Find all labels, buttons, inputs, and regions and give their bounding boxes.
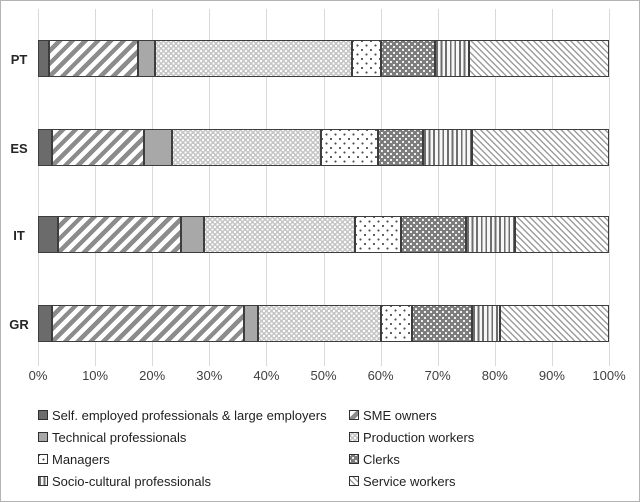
legend-label: Self. employed professionals & large emp… xyxy=(52,407,327,423)
bar-segment xyxy=(434,40,470,77)
x-axis-tick-label: 40% xyxy=(253,368,280,383)
bar-segment xyxy=(38,305,53,342)
bar-segment xyxy=(423,129,472,166)
bar-segment xyxy=(471,305,501,342)
gridline xyxy=(380,9,382,366)
legend-label: SME owners xyxy=(363,407,437,423)
gridline xyxy=(152,9,154,366)
legend-label: Technical professionals xyxy=(52,429,187,445)
bar-segment xyxy=(469,40,609,77)
plot-area xyxy=(38,9,610,366)
legend-item: Clerks xyxy=(349,451,400,467)
bar-segment xyxy=(380,40,435,77)
gridline xyxy=(38,9,39,366)
gridline xyxy=(494,9,496,366)
legend-swatch xyxy=(38,432,48,442)
legend-label: Managers xyxy=(52,451,110,467)
gridline xyxy=(266,9,268,366)
bar-segment xyxy=(155,40,353,77)
legend-item: Service workers xyxy=(349,473,456,489)
bar-segment xyxy=(466,216,515,253)
x-axis-tick-label: 30% xyxy=(196,368,223,383)
bar-segment xyxy=(203,216,355,253)
bar-segment xyxy=(400,216,467,253)
bar-segment xyxy=(411,305,472,342)
x-axis-tick-label: 90% xyxy=(538,368,565,383)
gridline xyxy=(323,9,325,366)
bar-segment xyxy=(172,129,321,166)
x-axis-tick-label: 50% xyxy=(310,368,337,383)
bar-row xyxy=(38,305,609,342)
legend-item: Production workers xyxy=(349,429,475,445)
bar-segment xyxy=(500,305,609,342)
legend-swatch xyxy=(38,454,48,464)
bar-segment xyxy=(180,216,204,253)
x-axis-tick-label: 20% xyxy=(139,368,166,383)
legend-swatch xyxy=(38,410,48,420)
bar-segment xyxy=(257,305,381,342)
bar-segment xyxy=(57,216,181,253)
legend-label: Socio-cultural professionals xyxy=(52,473,211,489)
bar-segment xyxy=(38,40,50,77)
bar-segment xyxy=(243,305,258,342)
gridline xyxy=(209,9,211,366)
bar-segment xyxy=(137,40,156,77)
gridline xyxy=(551,9,553,366)
category-label: PT xyxy=(10,51,28,67)
bar-segment xyxy=(352,40,381,77)
legend-swatch xyxy=(349,476,359,486)
category-label: ES xyxy=(10,140,28,156)
bar-row xyxy=(38,129,609,166)
legend-label: Service workers xyxy=(363,473,456,489)
x-axis-tick-label: 80% xyxy=(481,368,508,383)
category-label: GR xyxy=(9,316,29,332)
category-label: IT xyxy=(13,227,25,243)
x-axis-tick-label: 100% xyxy=(592,368,626,383)
bar-segment xyxy=(471,129,609,166)
bar-segment xyxy=(143,129,173,166)
legend-swatch xyxy=(349,454,359,464)
gridline xyxy=(437,9,439,366)
bar-row xyxy=(38,216,609,253)
legend-item: Socio-cultural professionals xyxy=(38,473,211,489)
gridline xyxy=(609,9,610,366)
bar-segment xyxy=(354,216,401,253)
x-axis-tick-label: 70% xyxy=(424,368,451,383)
bar-row xyxy=(38,40,609,77)
legend-item: Managers xyxy=(38,451,110,467)
bar-segment xyxy=(52,129,144,166)
bar-segment xyxy=(38,216,58,253)
bar-segment xyxy=(52,305,244,342)
gridline xyxy=(95,9,97,366)
bar-segment xyxy=(38,129,53,166)
legend-item: Self. employed professionals & large emp… xyxy=(38,407,327,423)
legend-label: Clerks xyxy=(363,451,400,467)
bar-segment xyxy=(320,129,378,166)
x-axis-tick-label: 10% xyxy=(82,368,109,383)
bar-segment xyxy=(380,305,412,342)
legend-label: Production workers xyxy=(363,429,475,445)
x-axis-tick-label: 0% xyxy=(28,368,48,383)
bar-segment xyxy=(49,40,138,77)
legend-swatch xyxy=(38,476,48,486)
legend-item: Technical professionals xyxy=(38,429,187,445)
legend-item: SME owners xyxy=(349,407,437,423)
bar-segment xyxy=(514,216,609,253)
bar-segment xyxy=(377,129,424,166)
legend-swatch xyxy=(349,410,359,420)
x-axis-tick-label: 60% xyxy=(367,368,394,383)
legend-swatch xyxy=(349,432,359,442)
